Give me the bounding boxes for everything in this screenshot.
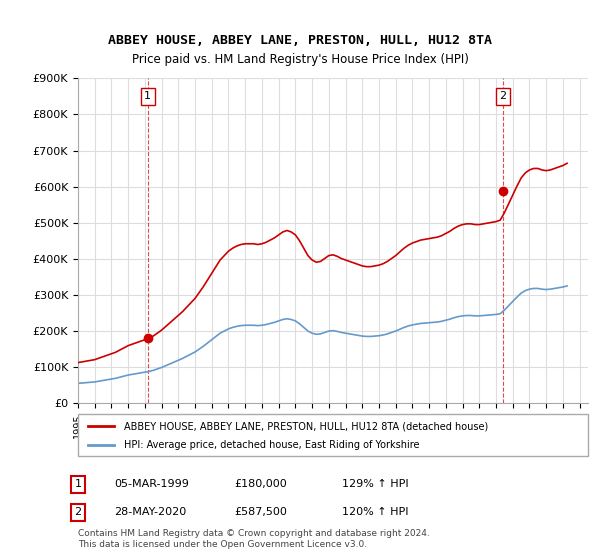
Text: 2: 2 <box>74 507 82 517</box>
Text: 1: 1 <box>144 91 151 101</box>
Text: 129% ↑ HPI: 129% ↑ HPI <box>342 479 409 489</box>
Text: 120% ↑ HPI: 120% ↑ HPI <box>342 507 409 517</box>
Text: 2: 2 <box>499 91 506 101</box>
Text: ABBEY HOUSE, ABBEY LANE, PRESTON, HULL, HU12 8TA (detached house): ABBEY HOUSE, ABBEY LANE, PRESTON, HULL, … <box>124 421 488 431</box>
Text: 1: 1 <box>74 479 82 489</box>
FancyBboxPatch shape <box>78 414 588 456</box>
Text: £587,500: £587,500 <box>234 507 287 517</box>
Text: £180,000: £180,000 <box>234 479 287 489</box>
Text: Price paid vs. HM Land Registry's House Price Index (HPI): Price paid vs. HM Land Registry's House … <box>131 53 469 66</box>
Text: 28-MAY-2020: 28-MAY-2020 <box>114 507 186 517</box>
Text: HPI: Average price, detached house, East Riding of Yorkshire: HPI: Average price, detached house, East… <box>124 440 419 450</box>
Text: 05-MAR-1999: 05-MAR-1999 <box>114 479 189 489</box>
Text: ABBEY HOUSE, ABBEY LANE, PRESTON, HULL, HU12 8TA: ABBEY HOUSE, ABBEY LANE, PRESTON, HULL, … <box>108 34 492 46</box>
Text: Contains HM Land Registry data © Crown copyright and database right 2024.
This d: Contains HM Land Registry data © Crown c… <box>78 529 430 549</box>
